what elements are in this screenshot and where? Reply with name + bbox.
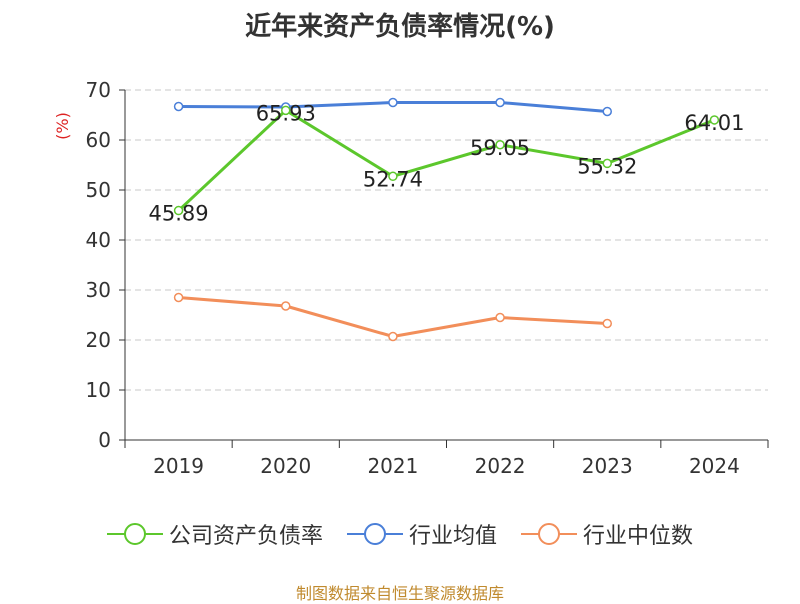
legend-swatch bbox=[106, 523, 163, 545]
data-point bbox=[173, 205, 184, 216]
data-point bbox=[495, 97, 505, 108]
legend-item[interactable]: 公司资产负债率 bbox=[106, 518, 323, 550]
legend-marker bbox=[363, 523, 386, 545]
y-tick-label: 10 bbox=[86, 378, 111, 402]
series-line bbox=[177, 108, 715, 212]
legend-item[interactable]: 行业均值 bbox=[346, 518, 497, 550]
axes: 0 10 20 30 40 50 60 70 2019 2020 2021 2022 2023 2024 (… bbox=[53, 78, 769, 478]
x-tick-label: 2023 bbox=[582, 454, 633, 478]
legend-label: 行业均值 bbox=[408, 524, 497, 549]
legend-swatch bbox=[521, 523, 577, 545]
y-tick-label: 60 bbox=[86, 128, 111, 152]
data-point bbox=[602, 318, 612, 329]
legend-marker bbox=[538, 523, 560, 545]
y-tick-label: 0 bbox=[98, 428, 111, 452]
data-labels: 45.89 65.93 52.74 59.05 55.32 64.01 bbox=[149, 101, 745, 225]
data-point bbox=[281, 105, 291, 116]
data-point bbox=[709, 115, 720, 125]
legend-item[interactable]: 行业中位数 bbox=[521, 518, 693, 550]
data-point bbox=[281, 301, 291, 311]
x-tick-label: 2019 bbox=[153, 454, 204, 478]
data-label: 45.89 bbox=[149, 202, 209, 226]
x-tick-label: 2024 bbox=[689, 454, 740, 478]
data-label: 59.05 bbox=[470, 136, 530, 160]
grid-lines bbox=[125, 89, 768, 391]
chart-title: 近年来资产负债率情况(%) bbox=[245, 12, 555, 42]
data-point bbox=[388, 331, 398, 342]
legend-label: 公司资产负债率 bbox=[168, 524, 323, 549]
data-label: 64.01 bbox=[684, 111, 744, 135]
y-tick-label: 30 bbox=[86, 278, 111, 302]
legend: 公司资产负债率 行业均值 行业中位数 bbox=[0, 518, 800, 550]
series-lines bbox=[173, 97, 720, 342]
x-tick-label: 2020 bbox=[260, 454, 311, 478]
data-label: 65.93 bbox=[256, 101, 316, 125]
data-point bbox=[388, 171, 398, 182]
data-point bbox=[173, 101, 184, 112]
source-note: 制图数据来自恒生聚源数据库 bbox=[295, 584, 504, 603]
x-tick-label: 2022 bbox=[475, 454, 526, 478]
y-tick-label: 50 bbox=[86, 178, 111, 202]
y-axis-label: (%) bbox=[53, 112, 72, 140]
data-point bbox=[602, 106, 612, 117]
x-tick-label: 2021 bbox=[367, 454, 418, 478]
data-label: 55.32 bbox=[577, 154, 637, 178]
data-point bbox=[173, 292, 184, 303]
data-point bbox=[495, 140, 505, 150]
series-line bbox=[178, 296, 608, 338]
legend-label: 行业中位数 bbox=[583, 524, 694, 549]
y-tick-label: 40 bbox=[86, 228, 111, 252]
data-label: 52.74 bbox=[363, 167, 423, 191]
data-point bbox=[495, 312, 505, 323]
data-point bbox=[602, 158, 612, 169]
legend-swatch bbox=[346, 523, 403, 545]
legend-marker bbox=[123, 523, 146, 545]
data-point bbox=[388, 97, 398, 108]
y-tick-label: 20 bbox=[86, 328, 111, 352]
y-tick-label: 70 bbox=[86, 78, 111, 102]
